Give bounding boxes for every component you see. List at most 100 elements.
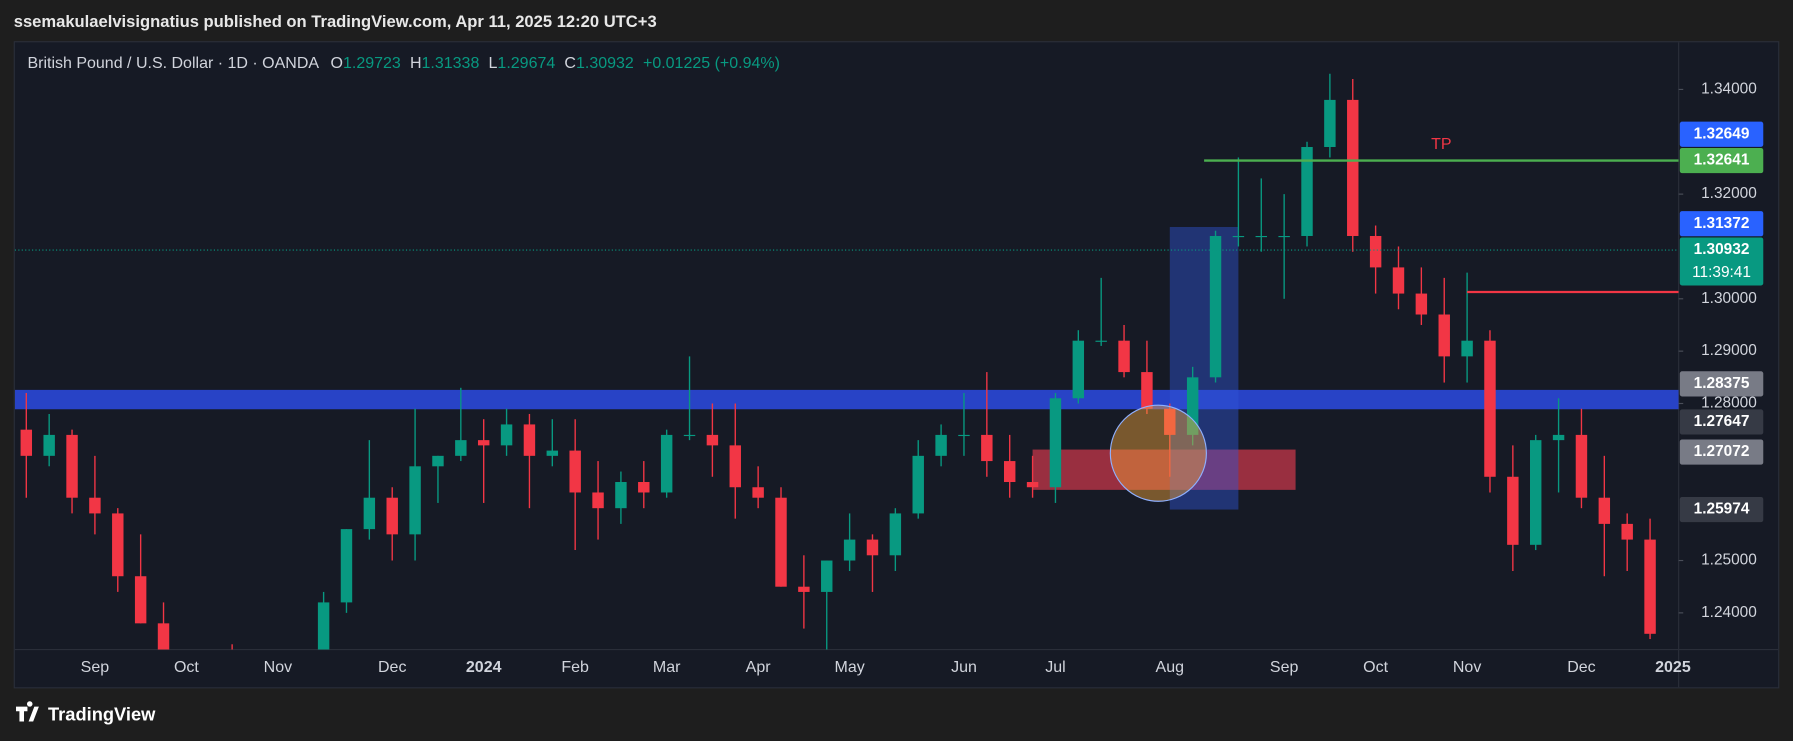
x-tick-label: Dec [1567, 659, 1595, 676]
candle-body [821, 560, 833, 592]
price-badge-label: 1.31372 [1694, 215, 1750, 232]
candle-body [1026, 482, 1039, 488]
legend-ohlc-label: C [564, 55, 576, 72]
candle-body [112, 513, 124, 577]
candle-body [912, 455, 924, 514]
price-badge-label: 1.32641 [1694, 152, 1750, 169]
candle-body [43, 434, 55, 456]
candle-body [1598, 497, 1611, 524]
price-badge [1679, 409, 1764, 435]
price-badge [1679, 147, 1764, 174]
chart-panel [13, 41, 1780, 689]
candle-body [1118, 340, 1130, 373]
candle-body [134, 576, 147, 624]
candle-body [1644, 539, 1656, 634]
candle-body [569, 450, 581, 493]
price-badge [1679, 371, 1764, 397]
candle-body [1438, 314, 1450, 357]
candle-body [340, 529, 353, 603]
x-tick-label: 2024 [466, 659, 502, 676]
x-tick-label: Mar [653, 659, 681, 676]
candle-body [89, 497, 101, 514]
highlight-circle [1109, 404, 1207, 502]
price-badge [1679, 211, 1764, 237]
x-tick-label: Dec [378, 659, 406, 676]
zone [14, 389, 1679, 410]
legend-ohlc-label: H [410, 55, 422, 72]
candle-body [317, 602, 330, 650]
candle-body [592, 492, 604, 509]
candle-body [1507, 476, 1519, 545]
y-tick-label: 1.25000 [1701, 552, 1757, 569]
candle-body [683, 434, 696, 437]
y-tick-label: 1.24000 [1701, 604, 1757, 621]
price-badge [1679, 121, 1764, 147]
x-tick-label: Jun [951, 659, 977, 676]
legend-ohlc-label: O [331, 55, 343, 72]
candle-body [157, 623, 170, 650]
tv-logo: TradingView [16, 701, 156, 725]
candle-body [1415, 293, 1428, 315]
candle-body [1552, 434, 1565, 441]
x-tick-label: Feb [561, 659, 589, 676]
axes: 1.24000 1.25000 1.28000 1.29000 1.30000 1.320… [81, 81, 1764, 676]
candle-body [1164, 408, 1176, 435]
candle-body [546, 450, 559, 456]
candle-body [1255, 235, 1267, 238]
candle-body [775, 497, 787, 587]
legend-ohlc-value: 1.31338 [422, 55, 480, 72]
candle-body [843, 539, 856, 561]
y-tick-label: 1.32000 [1701, 185, 1757, 202]
price-badge-label: 1.30932 [1694, 241, 1750, 258]
candle-body [66, 434, 78, 498]
candle-body [1209, 235, 1222, 378]
candle-body [889, 513, 902, 556]
zone [1169, 226, 1239, 510]
candle-body [660, 434, 673, 493]
x-tick-label: Apr [746, 659, 772, 676]
price-badge [1679, 439, 1764, 465]
candle-body [363, 497, 376, 530]
candle-body [409, 466, 421, 535]
candle-body [523, 424, 536, 456]
legend: British Pound / U.S. Dollar · 1D · OANDA… [27, 55, 780, 72]
candle-body [432, 455, 444, 467]
candle-body [1186, 377, 1199, 435]
x-tick-label: Sep [81, 659, 110, 676]
y-tick-label: 1.28000 [1701, 395, 1757, 412]
candle-body [1232, 235, 1245, 238]
candle-body [1278, 235, 1290, 238]
price-badge [1679, 496, 1764, 523]
x-tick-label: May [834, 659, 864, 676]
candle-body [1347, 99, 1359, 236]
x-tick-label: Aug [1156, 659, 1184, 676]
legend-ohlc-value: 1.29674 [497, 55, 555, 72]
candle-body [638, 482, 650, 493]
logo-mark [16, 701, 39, 722]
candle-body [1529, 440, 1542, 545]
candle-body [935, 434, 947, 456]
price-badge-countdown: 11:39:41 [1692, 264, 1751, 281]
price-badge-label: 1.27647 [1694, 413, 1750, 430]
candle-body [706, 434, 719, 446]
candle-body [1369, 235, 1382, 268]
candle-body [752, 487, 764, 498]
candle-body [1072, 340, 1085, 399]
price-badge-label: 1.32649 [1694, 125, 1750, 142]
x-tick-label: Jul [1045, 659, 1065, 676]
candle-body [1003, 461, 1016, 483]
candle-body [1301, 147, 1313, 236]
x-tick-label: Sep [1270, 659, 1299, 676]
legend-symbol: British Pound / U.S. Dollar · 1D · OANDA [27, 55, 319, 72]
price-badge-label: 1.28375 [1694, 375, 1750, 392]
y-tick-label: 1.34000 [1701, 81, 1757, 98]
candle-body [958, 434, 970, 437]
candle-body [1621, 523, 1633, 540]
line-label: TP [1431, 136, 1451, 153]
candle-body [1392, 267, 1405, 294]
x-tick-label: 2025 [1655, 659, 1691, 676]
candle-body [1484, 340, 1496, 477]
candle-body [1141, 372, 1153, 409]
